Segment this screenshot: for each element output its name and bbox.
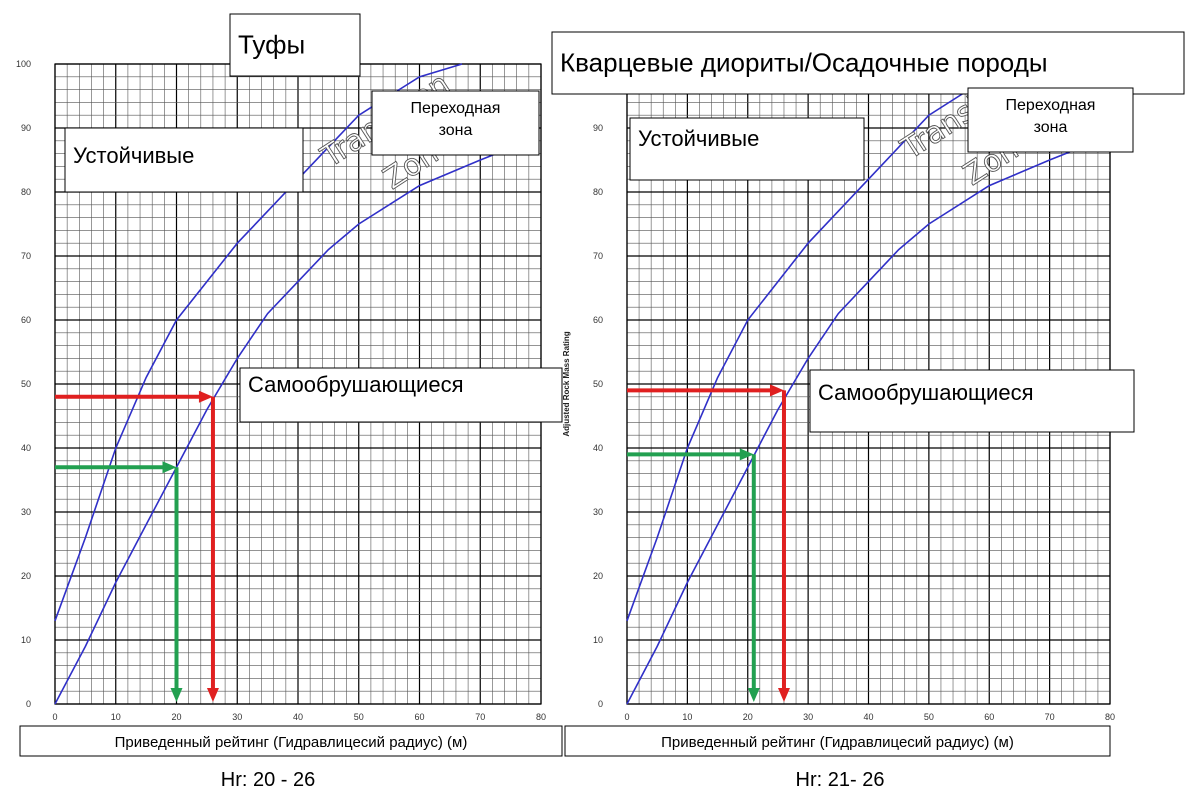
caving-zone-label-box [809, 369, 1135, 433]
y-tick-label: 60 [593, 315, 603, 325]
caving-zone-label-box [239, 367, 563, 423]
x-tick-label: 50 [924, 712, 934, 722]
green-arrow-head-down [747, 688, 760, 702]
stable-zone-label-text: Устойчивые [638, 126, 759, 151]
stable-zone-label-box [64, 127, 304, 193]
y-tick-label: 80 [593, 187, 603, 197]
transition-zone-label-text: зона [439, 122, 473, 139]
x-tick-label: 30 [232, 712, 242, 722]
y-tick-label: 30 [21, 507, 31, 517]
hr-range-caption: Hr: 21- 26 [796, 769, 885, 791]
y-axis-label: Adjusted Rock Mass Rating [562, 331, 571, 436]
x-tick-label: 60 [414, 712, 424, 722]
red-arrow-head-down [777, 688, 790, 702]
chart-title-text: Туфы [238, 30, 305, 60]
green-arrow-head-down [170, 688, 183, 702]
caving-zone-label-text: Самообрушающиеся [818, 380, 1033, 405]
y-tick-label: 20 [21, 571, 31, 581]
y-tick-label: 50 [21, 379, 31, 389]
stable-zone-label-box [629, 117, 865, 181]
transition-zone-label-text: Переходная [1006, 97, 1096, 114]
x-tick-label: 40 [293, 712, 303, 722]
transition-zone-label-text: зона [1034, 119, 1068, 136]
x-tick-label: 0 [624, 712, 629, 722]
y-tick-label: 90 [21, 123, 31, 133]
x-tick-label: 20 [171, 712, 181, 722]
caving-zone-label-text: Самообрушающиеся [248, 372, 463, 397]
y-tick-label: 40 [21, 443, 31, 453]
x-axis-label-box [564, 725, 1111, 757]
y-tick-label: 10 [593, 635, 603, 645]
y-tick-label: 20 [593, 571, 603, 581]
red-arrow-head-right [198, 390, 213, 403]
lower-boundary-curve [626, 140, 1099, 705]
y-tick-label: 70 [593, 251, 603, 261]
chart-title-box [229, 13, 361, 77]
x-axis-label-box [19, 725, 563, 757]
y-tick-label: 40 [593, 443, 603, 453]
x-tick-label: 40 [863, 712, 873, 722]
red-arrow-head-right [769, 384, 784, 397]
y-tick-label: 50 [593, 379, 603, 389]
x-tick-label: 80 [1105, 712, 1115, 722]
y-tick-label: 10 [21, 635, 31, 645]
transition-zone-label-text: Переходная [411, 100, 501, 117]
x-tick-label: 80 [536, 712, 546, 722]
x-tick-label: 70 [475, 712, 485, 722]
transition-zone-label-box [967, 87, 1134, 153]
chart-title-text: Кварцевые диориты/Осадочные породы [560, 48, 1048, 78]
x-axis-label: Приведенный рейтинг (Гидравлицесий радиу… [115, 734, 468, 751]
green-arrow-head-right [162, 461, 177, 474]
diorite-chart-panel: 0 10 20 30 40 50 60 70 80 0 10 20 30 40 50 60 70 80 90 Adju… [551, 31, 1185, 791]
y-tick-label: 90 [593, 123, 603, 133]
stable-zone-label-text: Устойчивые [73, 143, 194, 168]
y-tick-label: 60 [21, 315, 31, 325]
chart-title-box [551, 31, 1185, 95]
hr-range-caption: Hr: 20 - 26 [221, 769, 315, 791]
x-tick-label: 0 [52, 712, 57, 722]
x-tick-label: 20 [743, 712, 753, 722]
x-tick-label: 10 [682, 712, 692, 722]
x-tick-label: 10 [111, 712, 121, 722]
tuff-chart-panel: 010203040506070800102030405060708090100T… [16, 13, 563, 791]
y-tick-label: 100 [16, 59, 31, 69]
y-tick-label: 80 [21, 187, 31, 197]
y-tick-label: 0 [598, 699, 603, 709]
transition-zone-label-box [371, 90, 540, 156]
green-arrow-head-right [739, 448, 754, 461]
x-tick-label: 50 [354, 712, 364, 722]
lower-boundary-curve [54, 140, 530, 705]
y-tick-label: 70 [21, 251, 31, 261]
x-axis-label: Приведенный рейтинг (Гидравлицесий радиу… [661, 734, 1014, 751]
y-tick-label: 30 [593, 507, 603, 517]
x-tick-label: 70 [1045, 712, 1055, 722]
x-tick-label: 60 [984, 712, 994, 722]
y-tick-label: 0 [26, 699, 31, 709]
x-tick-label: 30 [803, 712, 813, 722]
red-arrow-head-down [206, 688, 219, 702]
